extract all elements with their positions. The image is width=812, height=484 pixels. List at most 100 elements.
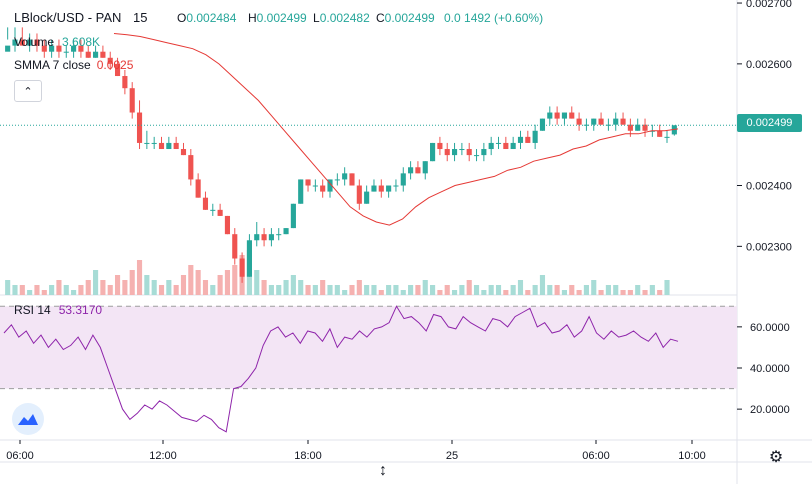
candle-body[interactable] (144, 142, 150, 144)
candle-body[interactable] (547, 112, 553, 119)
candle-body[interactable] (290, 203, 296, 229)
candle-body[interactable] (49, 45, 55, 52)
candle-body[interactable] (437, 142, 443, 150)
candle-body[interactable] (246, 240, 252, 277)
candle-body[interactable] (71, 45, 77, 52)
candle-body[interactable] (561, 112, 568, 119)
candle-body[interactable] (554, 112, 560, 119)
candle-body[interactable] (12, 39, 18, 46)
candle-body[interactable] (386, 185, 392, 192)
candle-body[interactable] (473, 155, 480, 157)
candle-body[interactable] (298, 179, 304, 204)
candle-body[interactable] (451, 149, 458, 156)
candle-body[interactable] (532, 130, 538, 143)
candle-body[interactable] (327, 179, 333, 192)
collapse-legend-button[interactable]: ⌃ (14, 80, 42, 102)
candle-body[interactable] (261, 234, 267, 241)
candle-body[interactable] (320, 185, 326, 192)
candle-body[interactable] (188, 155, 194, 180)
candle-body[interactable] (93, 51, 99, 58)
vertical-resize-icon[interactable]: ↕ (379, 462, 387, 479)
candle-body[interactable] (415, 167, 421, 174)
candle-body[interactable] (510, 142, 516, 150)
candle-body[interactable] (488, 142, 494, 150)
candle-body[interactable] (371, 185, 377, 192)
candle-body[interactable] (27, 39, 33, 46)
candle-body[interactable] (356, 185, 362, 204)
candle-body[interactable] (254, 234, 260, 241)
candle-body[interactable] (202, 197, 209, 210)
volume-legend[interactable]: Volume 3.608K (14, 35, 100, 49)
tradingview-logo-icon[interactable] (12, 403, 44, 435)
candle-body[interactable] (34, 39, 40, 46)
candle-body[interactable] (525, 136, 531, 143)
candle-body[interactable] (239, 258, 245, 277)
candle-body[interactable] (224, 215, 231, 235)
candle-body[interactable] (598, 118, 604, 125)
candle-body[interactable] (664, 136, 670, 138)
candle-body[interactable] (217, 209, 223, 216)
candle-body[interactable] (495, 142, 502, 144)
candle-body[interactable] (85, 51, 91, 58)
candle-body[interactable] (364, 191, 370, 204)
candle-body[interactable] (503, 142, 509, 150)
rsi-legend[interactable]: RSI 14 53.3170 (14, 303, 102, 317)
candle-body[interactable] (312, 185, 318, 187)
candle-body[interactable] (620, 118, 626, 125)
candle-body[interactable] (627, 124, 633, 131)
candle-body[interactable] (107, 57, 113, 64)
candle-body[interactable] (400, 173, 406, 186)
candle-body[interactable] (422, 161, 428, 174)
candle-body[interactable] (122, 76, 128, 89)
gear-icon[interactable]: ⚙ (768, 449, 784, 466)
candle-body[interactable] (41, 45, 47, 52)
candle-body[interactable] (539, 118, 546, 131)
candle-body[interactable] (393, 185, 399, 187)
candle-body[interactable] (268, 234, 274, 241)
candle-body[interactable] (591, 118, 597, 125)
candle-body[interactable] (408, 167, 414, 174)
candle-body[interactable] (444, 149, 450, 156)
candle-body[interactable] (63, 51, 69, 53)
candle-body[interactable] (334, 179, 340, 181)
candle-body[interactable] (276, 234, 282, 236)
candle-body[interactable] (283, 228, 289, 235)
candle-body[interactable] (166, 142, 172, 150)
candle-body[interactable] (583, 124, 589, 126)
candle-body[interactable] (180, 149, 187, 156)
candle-body[interactable] (481, 149, 487, 156)
candle-body[interactable] (605, 124, 611, 126)
candle-body[interactable] (459, 149, 465, 151)
candle-body[interactable] (349, 173, 355, 186)
candle-body[interactable] (305, 179, 311, 186)
candle-body[interactable] (657, 130, 663, 137)
candle-body[interactable] (151, 142, 157, 144)
candle-body[interactable] (517, 136, 524, 143)
symbol-title[interactable]: LBlock/USD - PAN 15 (14, 10, 148, 25)
candle-body[interactable] (576, 118, 582, 125)
candle-body[interactable] (19, 39, 25, 46)
candle-body[interactable] (56, 45, 62, 52)
candle-body[interactable] (232, 234, 238, 259)
candle-body[interactable] (342, 173, 348, 180)
candle-body[interactable] (158, 142, 165, 150)
candle-body[interactable] (569, 112, 575, 119)
candle-body[interactable] (100, 51, 106, 58)
candle-body[interactable] (466, 149, 472, 156)
candle-body[interactable] (114, 63, 121, 77)
candle-body[interactable] (195, 179, 201, 198)
last-price-badge: 0.002499 (737, 114, 802, 132)
candle-body[interactable] (635, 124, 641, 131)
candle-body[interactable] (78, 45, 84, 52)
candle-body[interactable] (210, 209, 216, 211)
candle-body[interactable] (613, 118, 619, 125)
candle-body[interactable] (642, 124, 648, 131)
candle-body[interactable] (129, 88, 135, 113)
candle-body[interactable] (378, 185, 384, 192)
candle-body[interactable] (136, 112, 143, 143)
candle-body[interactable] (5, 45, 11, 52)
smma-legend[interactable]: SMMA 7 close 0.0025 (14, 58, 133, 72)
candle-body[interactable] (173, 142, 179, 150)
candle-body[interactable] (430, 142, 436, 162)
